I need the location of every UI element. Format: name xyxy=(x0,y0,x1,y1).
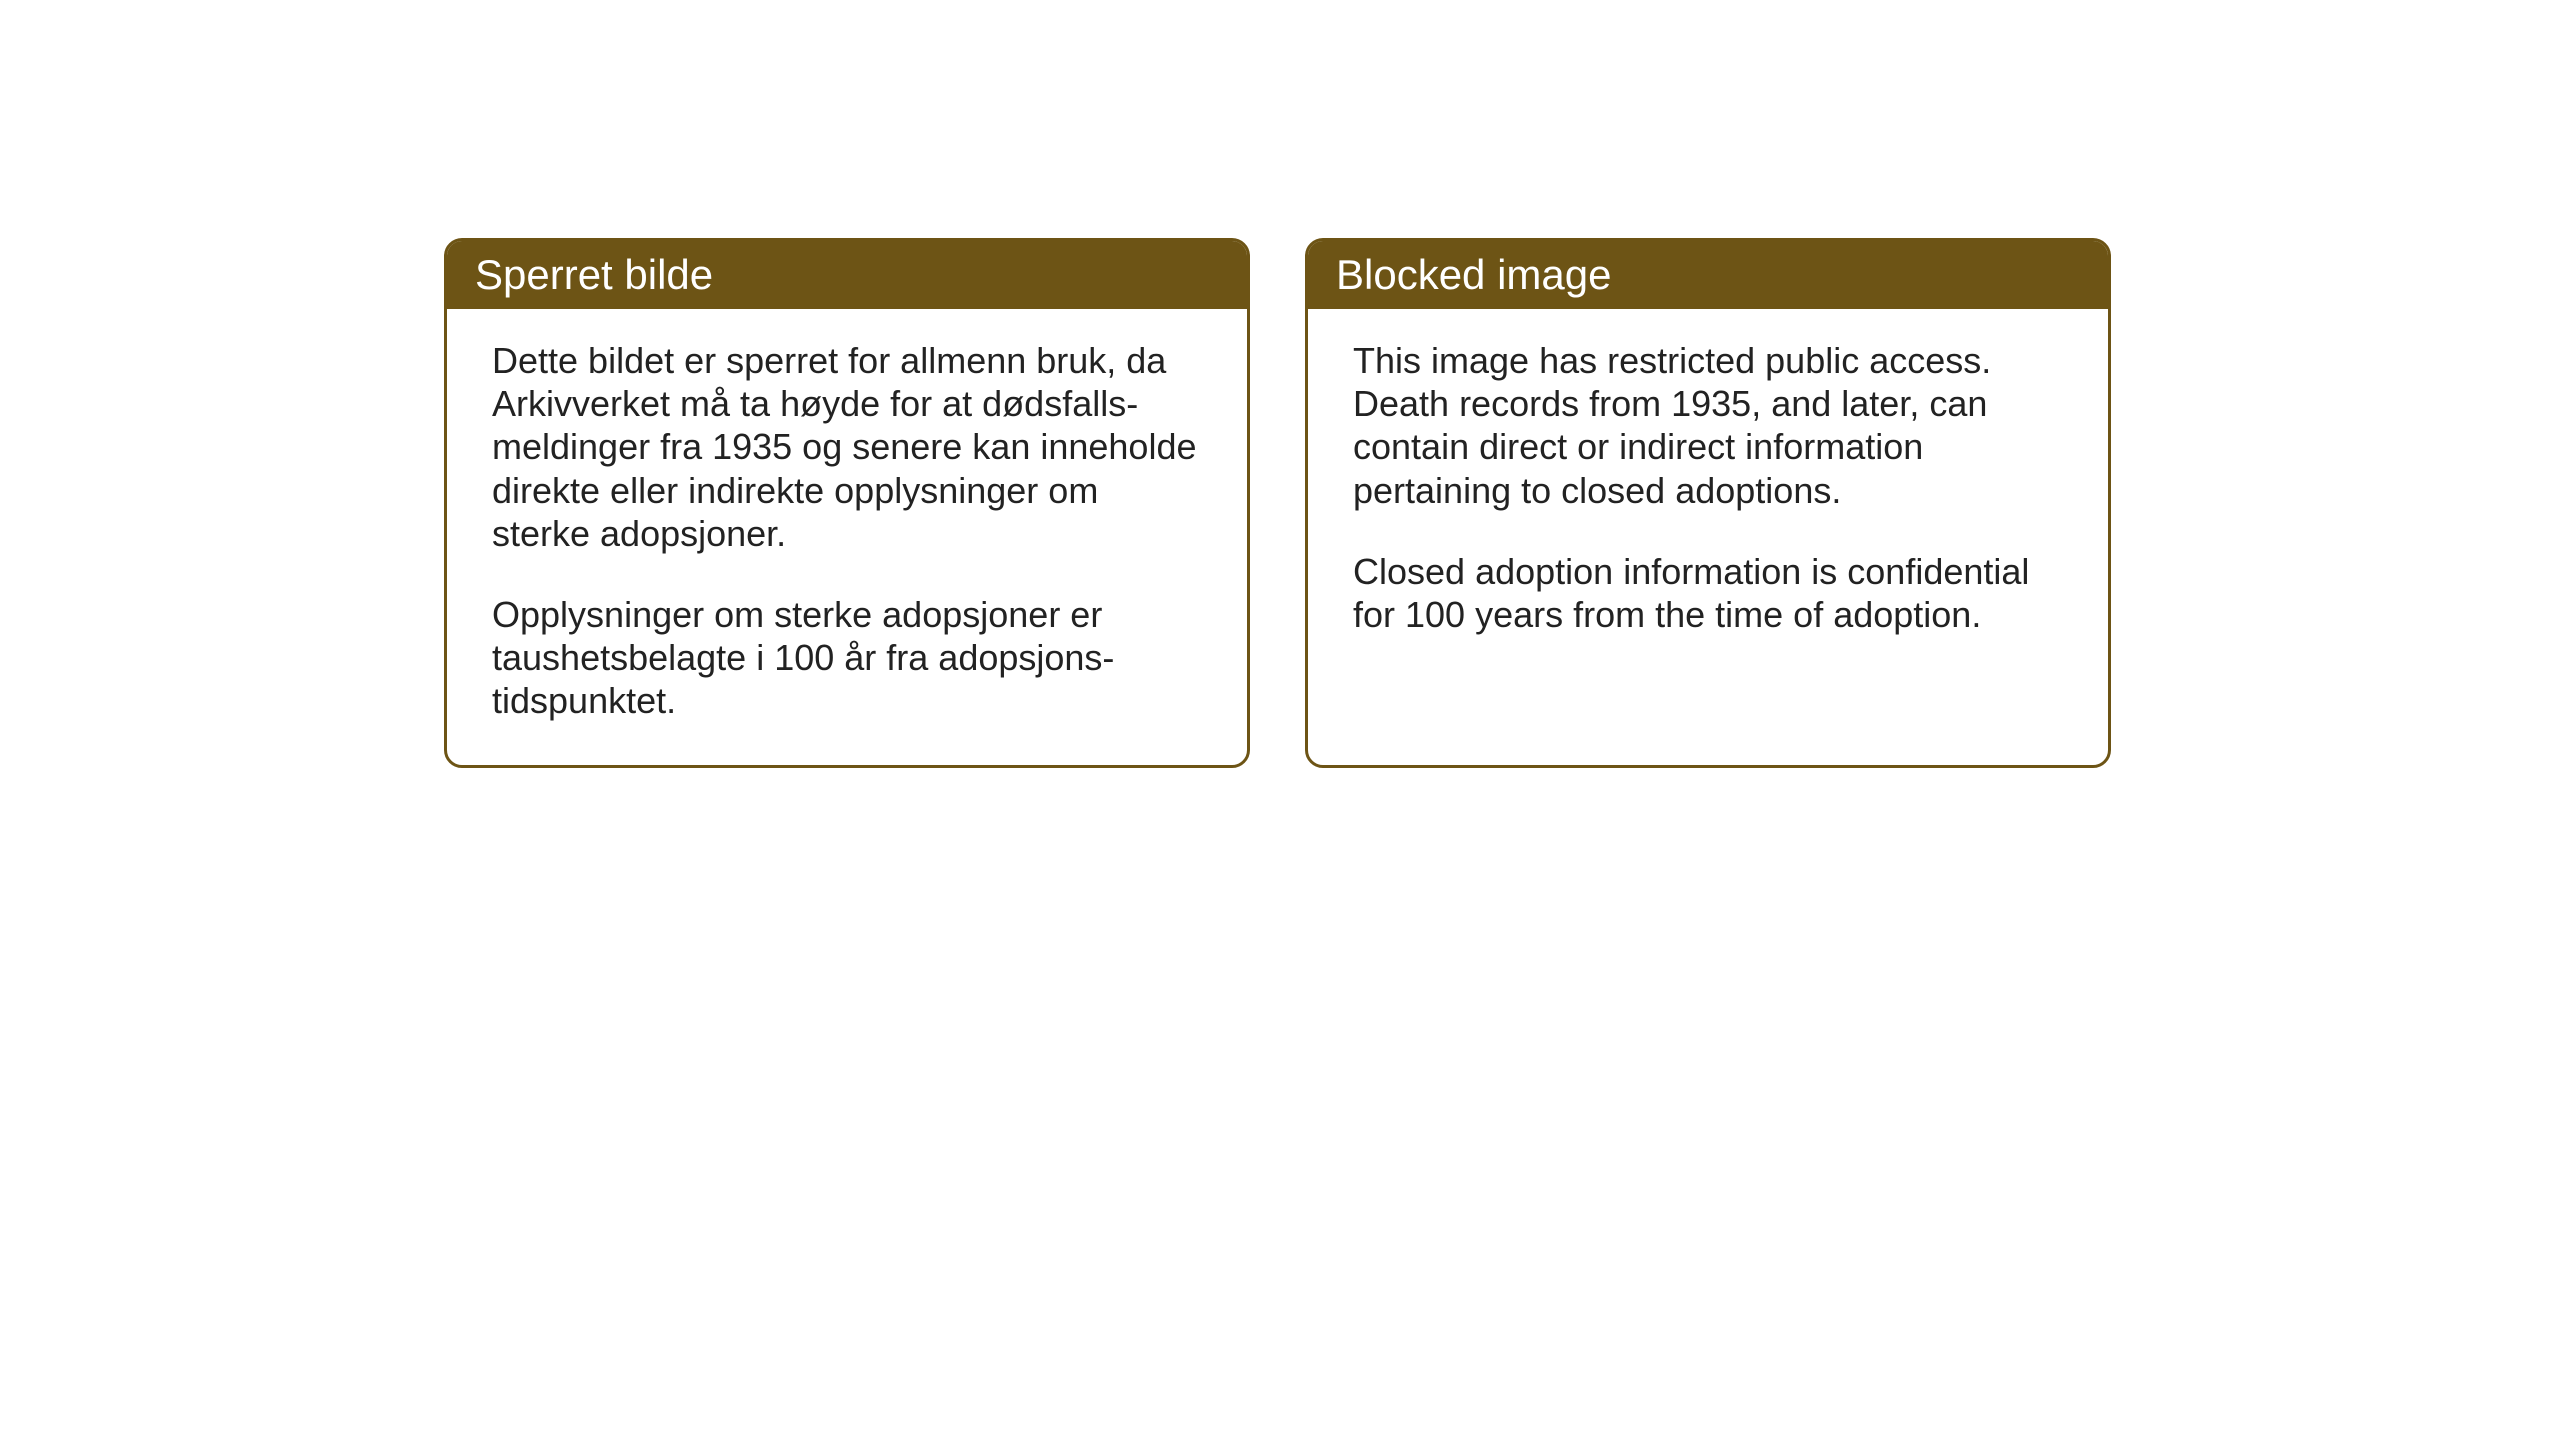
card-paragraph: Closed adoption information is confident… xyxy=(1353,550,2063,636)
notice-card-norwegian: Sperret bilde Dette bildet er sperret fo… xyxy=(444,238,1250,768)
card-paragraph: Opplysninger om sterke adopsjoner er tau… xyxy=(492,593,1202,723)
card-body-norwegian: Dette bildet er sperret for allmenn bruk… xyxy=(447,309,1247,765)
card-header-norwegian: Sperret bilde xyxy=(447,241,1247,309)
card-paragraph: Dette bildet er sperret for allmenn bruk… xyxy=(492,339,1202,555)
card-header-english: Blocked image xyxy=(1308,241,2108,309)
card-title: Sperret bilde xyxy=(475,251,713,298)
card-title: Blocked image xyxy=(1336,251,1611,298)
card-body-english: This image has restricted public access.… xyxy=(1308,309,2108,678)
card-paragraph: This image has restricted public access.… xyxy=(1353,339,2063,512)
notice-card-english: Blocked image This image has restricted … xyxy=(1305,238,2111,768)
notice-container: Sperret bilde Dette bildet er sperret fo… xyxy=(444,238,2111,768)
